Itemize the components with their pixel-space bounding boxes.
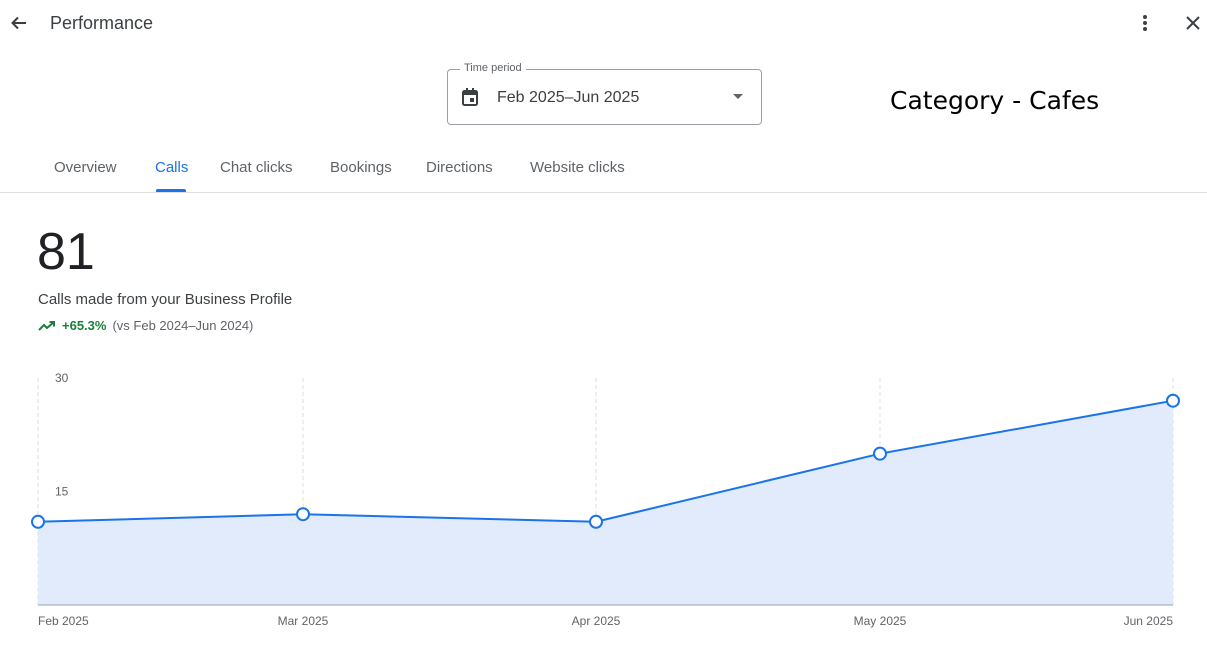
trending-up-icon: [38, 320, 55, 331]
y-tick-label: 15: [55, 485, 69, 499]
data-point: [1166, 393, 1180, 408]
close-button[interactable]: [1180, 10, 1206, 36]
calls-chart: 15 30 Feb 2025 Mar 2025 Apr 2025 May 2025 Jun …: [31, 371, 1180, 628]
more-vert-icon: [1143, 15, 1147, 31]
tab-directions[interactable]: Directions: [426, 159, 493, 176]
data-point: [296, 507, 310, 522]
trend-row: +65.3% (vs Feb 2024–Jun 2024): [38, 318, 253, 333]
x-tick-label: Mar 2025: [278, 614, 329, 628]
category-label: Category - Cafes: [890, 86, 1100, 115]
more-options-button[interactable]: [1133, 10, 1157, 36]
dropdown-arrow-icon: [733, 94, 743, 99]
tab-overview[interactable]: Overview: [54, 159, 117, 176]
series-area: [38, 400, 1173, 605]
change-percent: +65.3%: [62, 318, 107, 333]
data-point: [873, 446, 887, 461]
x-tick-label: Feb 2025: [38, 614, 89, 628]
metric-tabs: Overview Calls Chat clicks Bookings Dire…: [0, 150, 1207, 193]
time-period-label: Time period: [460, 62, 526, 74]
close-icon: [1186, 16, 1200, 30]
tab-calls[interactable]: Calls: [155, 159, 189, 176]
comparison-period: (vs Feb 2024–Jun 2024): [112, 318, 254, 333]
top-bar: Performance: [0, 0, 1207, 48]
arrow-back-icon: [11, 16, 26, 30]
time-period-value: Feb 2025–Jun 2025: [497, 89, 640, 106]
time-period-select[interactable]: Time period Feb 2025–Jun 2025: [447, 62, 762, 125]
active-tab-indicator: [156, 189, 186, 192]
data-point: [589, 514, 603, 529]
tab-chat-clicks[interactable]: Chat clicks: [220, 159, 293, 176]
calendar-icon: [462, 88, 478, 106]
metric-value: 81: [37, 223, 95, 281]
tab-website-clicks[interactable]: Website clicks: [530, 159, 625, 176]
metric-description: Calls made from your Business Profile: [38, 291, 293, 308]
data-point: [31, 514, 45, 529]
y-tick-label: 30: [55, 371, 69, 385]
tab-bookings[interactable]: Bookings: [330, 159, 392, 176]
back-button[interactable]: [6, 10, 32, 36]
x-tick-label: Apr 2025: [572, 614, 621, 628]
x-tick-label: May 2025: [854, 614, 907, 628]
page-title: Performance: [50, 13, 154, 33]
x-tick-label: Jun 2025: [1124, 614, 1174, 628]
